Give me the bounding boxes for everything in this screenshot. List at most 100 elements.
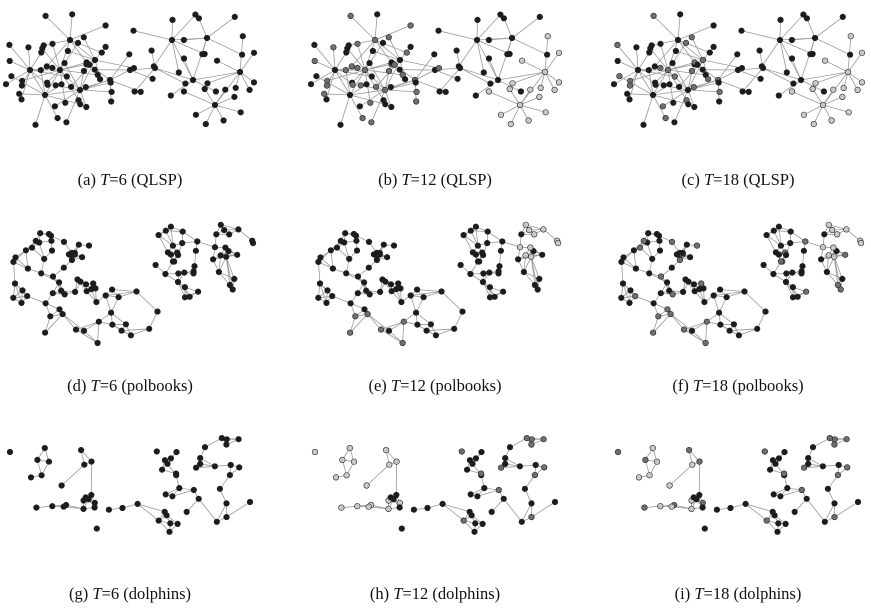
graph-node: [506, 85, 513, 93]
graph-node: [641, 504, 648, 511]
graph-node: [618, 294, 625, 301]
graph-edge: [488, 91, 521, 106]
graph-node: [352, 313, 359, 320]
graph-node: [365, 264, 372, 271]
edge-layer: [310, 14, 560, 125]
graph-node: [395, 280, 402, 287]
graph-node: [77, 101, 84, 108]
graph-node: [368, 73, 375, 80]
graph-edge: [69, 39, 96, 61]
graph-node: [698, 280, 705, 287]
graph-node: [504, 51, 511, 58]
graph-node: [48, 237, 55, 244]
graph-node: [61, 291, 68, 298]
graph-node: [436, 88, 443, 95]
graph-edge: [41, 272, 60, 283]
graph-node: [95, 318, 102, 325]
graph-node: [393, 458, 400, 465]
graph-node: [497, 111, 504, 118]
graph-edge: [687, 89, 720, 93]
graph-node: [37, 230, 44, 237]
caption-value: =18: [703, 584, 730, 603]
graph-edge: [22, 69, 61, 82]
graph-node: [313, 73, 320, 80]
graph-node: [735, 332, 742, 339]
panel-i: (i) T=18 (dolphins): [608, 412, 868, 603]
graph-node: [115, 294, 122, 301]
graph-node: [831, 436, 838, 443]
graph-node: [502, 454, 509, 462]
graph-edge: [814, 37, 851, 56]
caption-dataset: (dolphins): [432, 584, 501, 603]
graph-edge: [43, 39, 71, 46]
graph-node: [478, 470, 485, 477]
graph-node: [180, 55, 188, 62]
graph-node: [803, 15, 810, 22]
graph-node: [774, 528, 781, 535]
graph-node: [469, 249, 476, 256]
graph-node: [693, 242, 701, 249]
graph-node: [175, 270, 182, 277]
graph-node: [777, 493, 784, 500]
graph-node: [212, 88, 219, 95]
caption-c: (c) T=18 (QLSP): [608, 170, 868, 190]
graph-node: [455, 63, 462, 70]
graph-node: [632, 265, 640, 272]
graph-node: [497, 247, 504, 254]
graph-node: [82, 281, 90, 288]
graph-node: [63, 119, 70, 126]
graph-node: [364, 310, 371, 318]
graph-node: [685, 101, 692, 108]
graph-node: [668, 238, 676, 246]
graph-node: [526, 227, 533, 234]
panel-f: (f) T=18 (polbooks): [608, 208, 868, 398]
node-layer: [315, 221, 562, 347]
graph-node: [347, 300, 354, 307]
graph-node: [679, 249, 686, 257]
graph-edge: [183, 37, 208, 41]
graph-edge: [314, 44, 336, 71]
graph-node: [366, 291, 373, 298]
graph-node: [134, 500, 141, 507]
graph-node: [164, 249, 171, 256]
graph-node: [25, 44, 32, 51]
graph-node: [632, 292, 639, 300]
graph-node: [311, 448, 319, 456]
graph-edge: [158, 234, 169, 253]
graph-node: [54, 114, 61, 122]
graph-edge: [364, 64, 392, 71]
graph-node: [789, 294, 797, 301]
caption-dataset: (QLSP): [440, 170, 492, 189]
graph-node: [710, 292, 717, 299]
graph-node: [474, 242, 481, 249]
graph-node: [840, 84, 847, 91]
graph-node: [67, 83, 75, 90]
caption-dataset: (polbooks): [732, 376, 804, 395]
caption-letter: (f): [672, 376, 689, 395]
graph-node: [173, 470, 180, 477]
graph-edge: [824, 60, 849, 73]
graph-edge: [357, 43, 366, 71]
graph-node: [137, 88, 144, 95]
graph-node: [726, 327, 733, 334]
graph-node: [474, 258, 482, 265]
graph-node: [540, 436, 547, 443]
node-layer: [10, 221, 257, 347]
graph-node: [715, 79, 722, 86]
graph-edge: [206, 37, 243, 56]
graph-node: [93, 298, 100, 306]
graph-node: [80, 327, 88, 334]
graph-edge: [171, 14, 196, 41]
graph-edge: [636, 47, 639, 71]
graph-node: [782, 278, 790, 286]
graph-edge: [762, 67, 802, 81]
graph-node: [702, 339, 709, 347]
graph-node: [467, 491, 474, 498]
graph-node: [396, 56, 404, 64]
graph-node: [80, 67, 88, 75]
graph-edge: [745, 503, 773, 513]
graph-node: [784, 484, 791, 492]
graph-node: [412, 309, 420, 316]
graph-node: [80, 505, 87, 512]
graph-edge: [350, 15, 376, 41]
